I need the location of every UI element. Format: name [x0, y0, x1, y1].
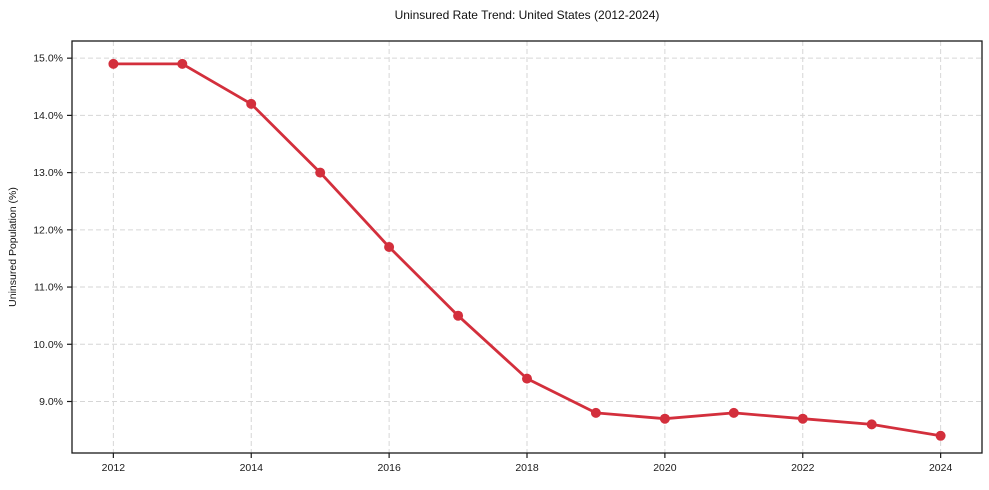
data-point [935, 430, 946, 441]
x-tick-label: 2016 [377, 462, 401, 474]
y-tick-label: 12.0% [33, 224, 63, 236]
data-point [384, 242, 395, 252]
y-tick-label: 13.0% [33, 167, 63, 179]
data-point [453, 310, 464, 321]
x-tick-label: 2024 [929, 462, 953, 474]
data-point [659, 413, 670, 424]
y-tick-label: 11.0% [34, 282, 63, 294]
plot-border [71, 40, 983, 454]
data-point [590, 407, 601, 418]
data-point [315, 167, 326, 178]
x-tick-label: 2012 [102, 462, 126, 474]
x-tick-label: 2018 [515, 462, 539, 474]
data-point [108, 58, 119, 69]
x-tick-label: 2014 [240, 462, 264, 474]
data-point [177, 58, 188, 69]
data-point [728, 407, 739, 418]
y-tick-label: 15.0% [33, 53, 63, 65]
chart-title: Uninsured Rate Trend: United States (201… [394, 8, 660, 22]
data-point [797, 413, 808, 424]
x-tick-label: 2020 [653, 462, 677, 474]
y-tick-label: 10.0% [33, 339, 63, 351]
data-point [246, 98, 257, 109]
x-tick-label: 2022 [791, 462, 815, 474]
y-tick-label: 14.0% [33, 110, 63, 122]
data-point [866, 419, 877, 430]
data-point [522, 373, 532, 384]
y-tick-label: 9.0% [39, 396, 63, 408]
